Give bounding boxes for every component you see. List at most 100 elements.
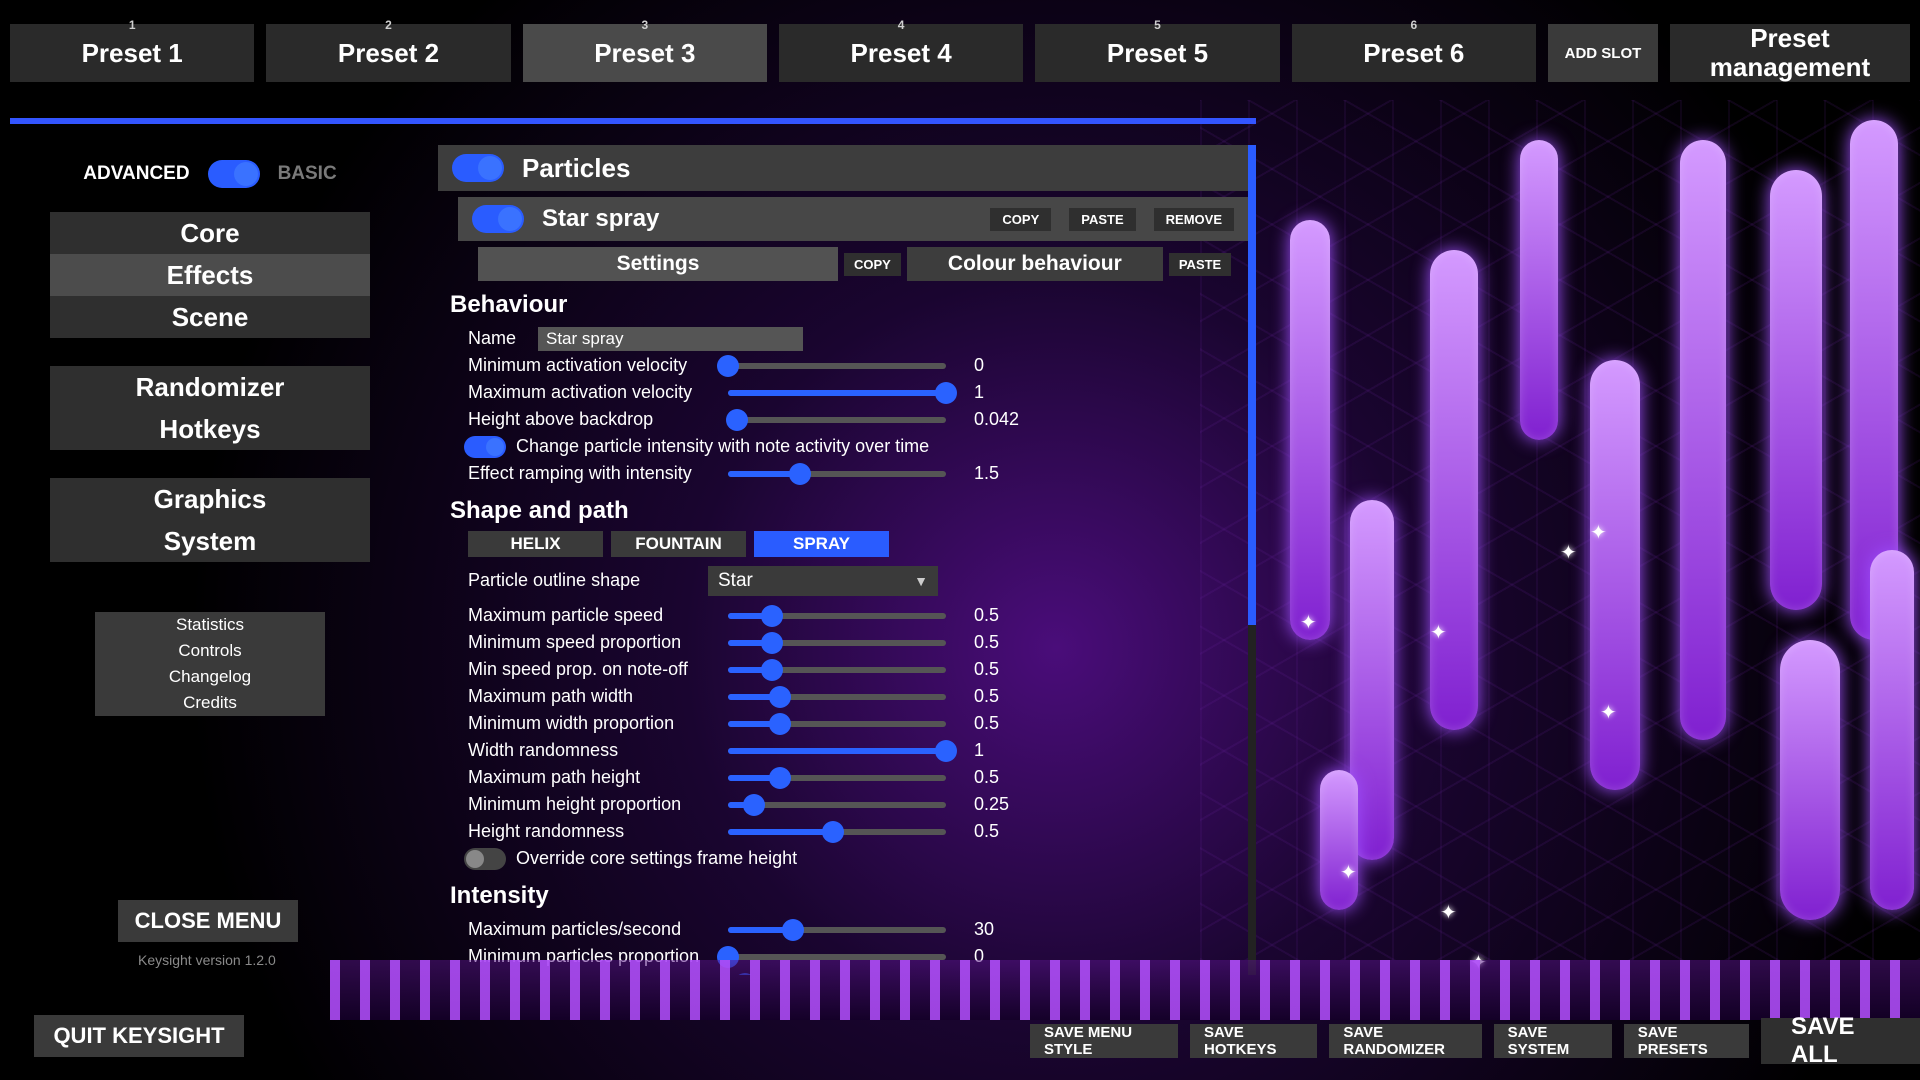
section-behaviour: Behaviour: [450, 291, 1248, 319]
sidebar-item-scene[interactable]: Scene: [50, 296, 370, 338]
sidebar-item-statistics[interactable]: Statistics: [95, 612, 325, 638]
viz-spark-icon: ✦: [1600, 700, 1617, 725]
scrollbar-thumb[interactable]: [1248, 145, 1256, 625]
preset-slot-4[interactable]: 4Preset 4: [779, 24, 1023, 82]
particles-toggle[interactable]: [452, 154, 504, 182]
slider-row: Maximum path width0.5: [438, 683, 1248, 710]
shape-tab-helix[interactable]: HELIX: [468, 531, 603, 557]
slider-row: Maximum particle speed0.5: [438, 602, 1248, 629]
effect-title: Star spray: [542, 205, 659, 233]
slider[interactable]: [728, 363, 946, 369]
sidebar-item-core[interactable]: Core: [50, 212, 370, 254]
viz-pillar: [1320, 770, 1358, 910]
preset-number: 4: [898, 18, 905, 32]
slider-value: 0.5: [974, 605, 1044, 626]
tab-paste-button[interactable]: PASTE: [1169, 253, 1231, 276]
tab-copy-button[interactable]: COPY: [844, 253, 901, 276]
slider[interactable]: [728, 613, 946, 619]
preset-row: 1Preset 12Preset 23Preset 34Preset 45Pre…: [10, 24, 1910, 82]
slider-value: 0: [974, 355, 1044, 376]
viz-pillar: [1430, 250, 1478, 730]
intensity-toggle[interactable]: [464, 436, 506, 458]
preset-label: Preset 4: [851, 38, 952, 69]
preset-slot-2[interactable]: 2Preset 2: [266, 24, 510, 82]
preset-slot-3[interactable]: 3Preset 3: [523, 24, 767, 82]
slider[interactable]: [728, 390, 946, 396]
save-all-button[interactable]: SAVE ALL: [1761, 1018, 1920, 1064]
sidebar-item-effects[interactable]: Effects: [50, 254, 370, 296]
slider-label: Maximum particles/second: [468, 919, 718, 940]
outline-dropdown[interactable]: Star ▼: [708, 566, 938, 596]
quit-button[interactable]: QUIT KEYSIGHT: [34, 1015, 244, 1057]
viz-pillar: [1290, 220, 1330, 640]
save-button[interactable]: SAVE HOTKEYS: [1190, 1024, 1317, 1058]
slider[interactable]: [728, 927, 946, 933]
slider[interactable]: [728, 954, 946, 960]
slider[interactable]: [728, 417, 946, 423]
preset-slot-1[interactable]: 1Preset 1: [10, 24, 254, 82]
close-menu-button[interactable]: CLOSE MENU: [118, 900, 298, 942]
preset-number: 5: [1154, 18, 1161, 32]
preset-slot-5[interactable]: 5Preset 5: [1035, 24, 1279, 82]
slider-value: 0.5: [974, 632, 1044, 653]
save-button[interactable]: SAVE SYSTEM: [1494, 1024, 1612, 1058]
preset-slot-6[interactable]: 6Preset 6: [1292, 24, 1536, 82]
override-toggle[interactable]: [464, 848, 506, 870]
slider[interactable]: [728, 640, 946, 646]
effect-toggle[interactable]: [472, 205, 524, 233]
slider-label: Effect ramping with intensity: [468, 463, 718, 484]
sidebar-item-system[interactable]: System: [50, 520, 370, 562]
slider-label: Min speed prop. on note-off: [468, 659, 718, 680]
slider-row: Maximum activation velocity1: [438, 379, 1248, 406]
sidebar-item-randomizer[interactable]: Randomizer: [50, 366, 370, 408]
slider-label: Height randomness: [468, 821, 718, 842]
viz-pillar: [1590, 360, 1640, 790]
sidebar-item-hotkeys[interactable]: Hotkeys: [50, 408, 370, 450]
slider[interactable]: [728, 721, 946, 727]
preset-management-button[interactable]: Preset management: [1670, 24, 1910, 82]
settings-tabs: Settings COPY Colour behaviour PASTE: [478, 247, 1248, 281]
remove-button[interactable]: REMOVE: [1154, 208, 1234, 231]
slider-label: Minimum height proportion: [468, 794, 718, 815]
sidebar-item-changelog[interactable]: Changelog: [95, 664, 325, 690]
intensity-toggle-row: Change particle intensity with note acti…: [438, 433, 1248, 460]
name-input[interactable]: [538, 327, 803, 351]
preset-label: Preset 5: [1107, 38, 1208, 69]
sidebar-item-graphics[interactable]: Graphics: [50, 478, 370, 520]
tab-colour-behaviour[interactable]: Colour behaviour: [907, 247, 1163, 281]
paste-button[interactable]: PASTE: [1069, 208, 1135, 231]
slider[interactable]: [728, 775, 946, 781]
sidebar-item-controls[interactable]: Controls: [95, 638, 325, 664]
particles-title: Particles: [522, 153, 630, 184]
slider-row: Minimum speed proportion0.5: [438, 629, 1248, 656]
save-row: SAVE MENU STYLE SAVE HOTKEYS SAVE RANDOMIZ…: [1030, 1018, 1920, 1064]
slider-label: Width randomness: [468, 740, 718, 761]
slider-value: 0.5: [974, 659, 1044, 680]
shape-tab-fountain[interactable]: FOUNTAIN: [611, 531, 746, 557]
sidebar-item-credits[interactable]: Credits: [95, 690, 325, 716]
copy-button[interactable]: COPY: [990, 208, 1051, 231]
slider-value: 0.5: [974, 686, 1044, 707]
slider[interactable]: [728, 829, 946, 835]
slider[interactable]: [728, 748, 946, 754]
viz-pillar: [1680, 140, 1726, 740]
intensity-toggle-label: Change particle intensity with note acti…: [516, 436, 929, 457]
slider-value: 30: [974, 919, 1044, 940]
shape-tab-spray[interactable]: SPRAY: [754, 531, 889, 557]
slider[interactable]: [728, 802, 946, 808]
add-slot-button[interactable]: ADD SLOT: [1548, 24, 1658, 82]
section-shape: Shape and path: [450, 497, 1248, 525]
chevron-down-icon: ▼: [914, 573, 928, 589]
slider-row: Height above backdrop0.042: [438, 406, 1248, 433]
save-button[interactable]: SAVE PRESETS: [1624, 1024, 1749, 1058]
scrollbar[interactable]: [1248, 145, 1256, 975]
slider-row: Height randomness0.5: [438, 818, 1248, 845]
save-button[interactable]: SAVE RANDOMIZER: [1329, 1024, 1481, 1058]
save-button[interactable]: SAVE MENU STYLE: [1030, 1024, 1178, 1058]
slider[interactable]: [728, 667, 946, 673]
tab-settings[interactable]: Settings: [478, 247, 838, 281]
slider[interactable]: [728, 694, 946, 700]
slider[interactable]: [728, 471, 946, 477]
advanced-toggle[interactable]: [208, 160, 260, 188]
name-field: Name: [438, 325, 1248, 352]
